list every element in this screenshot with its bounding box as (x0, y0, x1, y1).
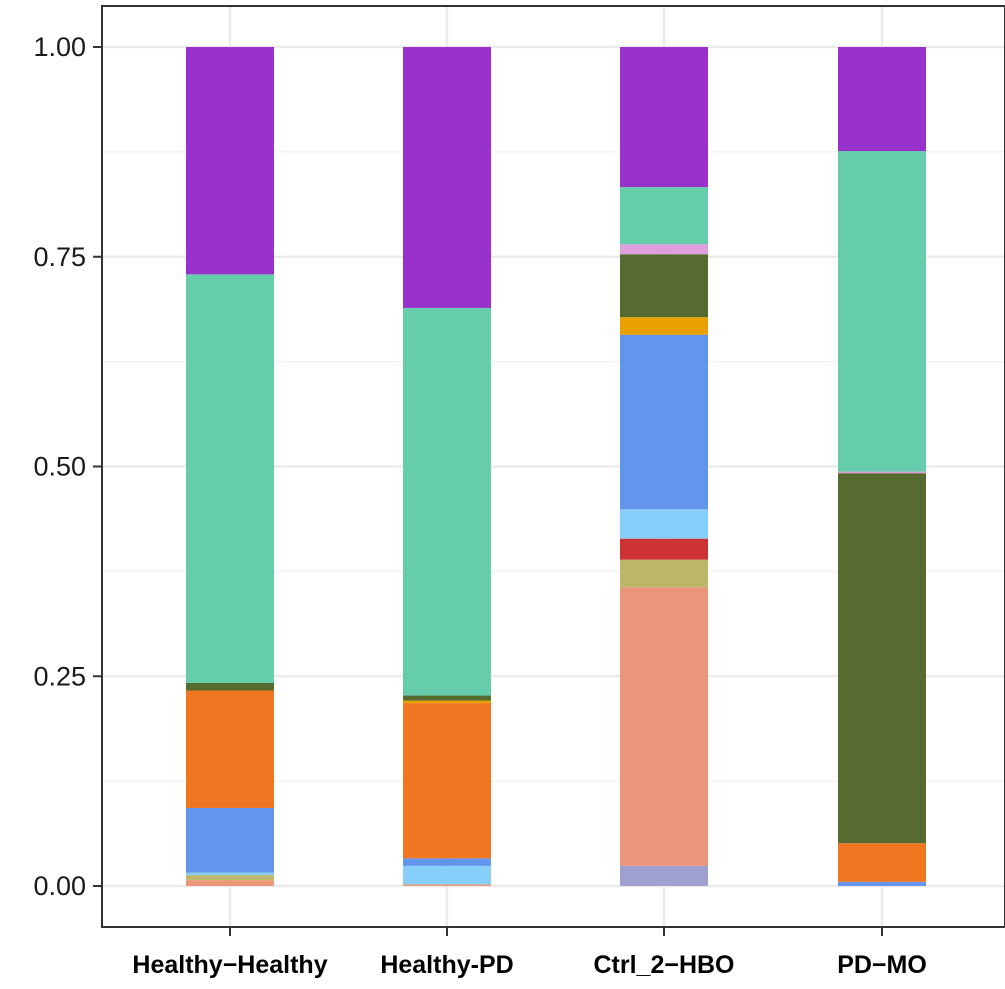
bar-segment (838, 843, 926, 882)
bar-segment (838, 881, 926, 886)
bar-segment (403, 47, 491, 308)
x-tick-label: Ctrl_2−HBO (593, 951, 734, 979)
y-tick-label: 0.75 (33, 242, 86, 272)
x-tick-label: PD−MO (837, 951, 927, 979)
bar-segment (620, 559, 708, 588)
x-tick-label: Healthy−Healthy (132, 951, 327, 979)
bar-segment (403, 700, 491, 704)
y-tick-label: 1.00 (33, 32, 86, 62)
bar-segment (186, 690, 274, 808)
x-axis: Healthy−Healthy Healthy-PD Ctrl_2−HBO PD−MO (132, 927, 927, 979)
bar-segment (620, 509, 708, 539)
bar-segment (620, 47, 708, 188)
bar-segment (186, 880, 274, 886)
bar-segment (838, 47, 926, 152)
bar-segment (620, 254, 708, 318)
y-axis: 0.00 0.25 0.50 0.75 1.00 (33, 32, 102, 901)
bar-segment (620, 317, 708, 335)
bar-segment (403, 703, 491, 859)
bar-stack (403, 47, 491, 886)
x-tick-label: Healthy-PD (380, 951, 513, 979)
y-tick-label: 0.25 (33, 661, 86, 691)
y-tick-label: 0.00 (33, 871, 86, 901)
bar-segment (620, 244, 708, 255)
bar-segment (403, 858, 491, 866)
bar-segment (620, 334, 708, 510)
bar-segment (838, 471, 926, 474)
y-tick-label: 0.50 (33, 452, 86, 482)
bars (186, 47, 926, 886)
bar-segment (838, 151, 926, 472)
bar-segment (620, 538, 708, 560)
bar-segment (186, 47, 274, 275)
bar-segment (620, 187, 708, 245)
bar-segment (620, 865, 708, 886)
bar-stack (838, 47, 926, 886)
bar-segment (403, 865, 491, 885)
bar-segment (620, 587, 708, 866)
bar-segment (403, 695, 491, 701)
bar-stack (620, 47, 708, 886)
bar-segment (186, 274, 274, 683)
bar-segment (403, 884, 491, 886)
bar-segment (186, 682, 274, 691)
bar-segment (186, 807, 274, 873)
bar-segment (186, 875, 274, 881)
bar-segment (403, 307, 491, 696)
bar-stack (186, 47, 274, 886)
bar-segment (838, 473, 926, 844)
bar-segment (186, 872, 274, 876)
